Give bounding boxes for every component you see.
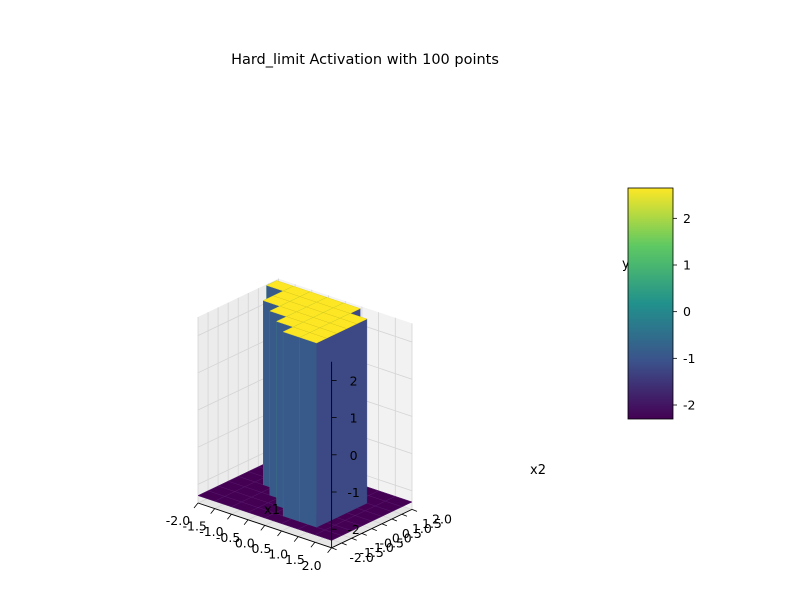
ridge-top-edge [340,317,357,325]
colorbar-tick-label: 1 [683,258,691,273]
colorbar-gradient [627,187,674,420]
chart-title: Hard_limit Activation with 100 points [231,52,499,68]
x-tick-label: 0.5 [252,541,272,556]
x-tick [227,513,232,520]
ridge-top-edge [303,321,321,329]
z-tick-label: -2 [347,522,359,537]
y-tick [401,513,408,517]
x-tick-label: -2.0 [166,513,190,528]
surface-ridge [299,313,368,528]
colorbar-tick-label: 0 [683,304,691,319]
y-tick-label: 0.5 [402,526,422,541]
y-tick-label: 1.5 [422,516,442,531]
y-tick [411,509,418,512]
z-axis-label: y [622,257,630,272]
y-tick [391,518,398,522]
surface-floor-edge [197,495,332,541]
ridge-top-edge [289,301,307,308]
ridge-top-edge [313,317,331,324]
z-tick-label: -1 [347,485,359,500]
ridge-front-wall [283,331,301,522]
ridge-top-edge [316,301,334,309]
colorbar: -2 -1 0 1 2 [627,187,695,420]
surface [197,280,413,541]
ridge-top [299,313,368,344]
x-tick [210,508,216,514]
y-tick [371,528,377,531]
axes: -2.0-1.5-1.0-0.50.00.51.01.52.0-2.0-1.5-… [166,361,452,573]
y-tick [351,537,357,541]
colorbar-tick-label: -1 [683,351,695,366]
ridge-top-edge [309,332,327,339]
y-axis-label: x2 [530,463,546,478]
x-tick [260,525,266,531]
x-tick [327,547,332,554]
x-tick-label: -0.5 [216,530,240,545]
y-tick-label: -2.0 [349,550,373,565]
y-tick [361,533,367,536]
x-tick [243,519,249,526]
y-tick [341,542,347,546]
ridge-top-edge [319,327,337,334]
y-tick-label: -1.0 [370,540,394,555]
ridge-front-wall [299,337,317,528]
ridge-top-edge [283,290,301,297]
ridge-top-edge [323,312,341,319]
ridge-top-edge [286,316,304,323]
x-tick-label: 0.0 [235,535,255,550]
colorbar-tick-label: 2 [683,211,691,226]
x-tick-label: 1.5 [285,552,305,567]
surface-floor-edge [207,490,342,536]
ridge-top-edge [273,295,291,302]
ridge-top-edge [279,305,297,313]
ridge-top-edge [329,322,347,329]
x-tick-label: 1.0 [268,547,288,562]
y-tick-label: 2.0 [432,511,452,526]
x-tick [277,530,282,537]
x-axis-label: x1 [264,503,280,518]
ridge-top-edge [333,307,351,314]
z-tick-label: 1 [350,411,358,426]
y-tick-label: -0.5 [380,535,404,550]
ridge-top-edge [293,326,311,333]
x-tick [293,536,299,542]
x-tick-label: 2.0 [302,558,322,573]
colorbar-tick-label: -2 [683,398,695,413]
ridge-top-edge [299,296,317,303]
y-tick-label: -1.5 [359,545,383,560]
x-tick-label: -1.5 [183,519,207,534]
z-tick-label: 2 [350,373,358,388]
y-tick [331,547,337,551]
x-tick-label: -1.0 [199,524,223,539]
z-tick-label: 0 [350,448,358,463]
ridge-top-edge [296,311,314,318]
y-tick-label: 1.0 [412,521,432,536]
ridge-top-edge [306,306,324,313]
x-tick [193,502,199,509]
x-tick [310,541,316,548]
y-tick-label: 0.0 [392,531,412,546]
y-tick [381,523,387,527]
